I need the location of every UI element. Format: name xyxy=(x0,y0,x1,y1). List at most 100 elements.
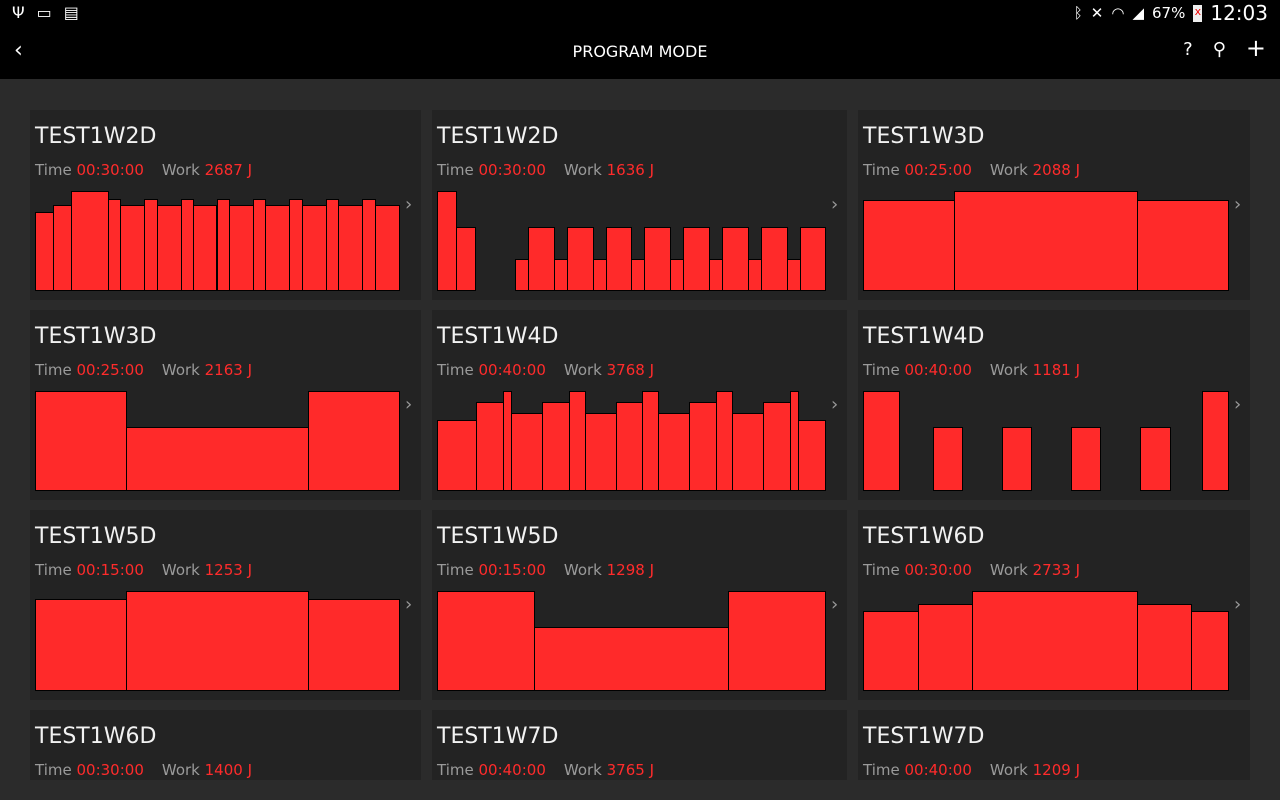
help-button[interactable]: ? xyxy=(1183,39,1193,60)
work-label: Work xyxy=(989,361,1028,379)
program-name: TEST1W7D xyxy=(863,724,985,749)
sim-off-icon: ▤ xyxy=(63,3,79,22)
program-name: TEST1W3D xyxy=(35,324,157,349)
profile-bar xyxy=(605,227,633,291)
profile-bar xyxy=(375,205,400,291)
program-card[interactable]: TEST1W3D Time 00:25:00 Work 2088 J › xyxy=(858,110,1250,300)
chevron-right-icon[interactable]: › xyxy=(831,394,839,415)
profile-bar xyxy=(670,259,685,291)
program-card[interactable]: TEST1W2D Time 00:30:00 Work 2687 J › xyxy=(30,110,421,300)
program-card[interactable]: TEST1W6D Time 00:30:00 Work 1400 J xyxy=(30,710,421,780)
time-value: 00:40:00 xyxy=(478,761,546,779)
profile-bar xyxy=(541,402,570,491)
profile-bar xyxy=(156,205,182,291)
profile-bar xyxy=(229,205,255,291)
program-card[interactable]: TEST1W7D Time 00:40:00 Work 1209 J xyxy=(858,710,1250,780)
wifi-icon: ◠ xyxy=(1111,4,1125,22)
program-name: TEST1W2D xyxy=(437,124,559,149)
time-value: 00:15:00 xyxy=(478,561,546,579)
profile-bar xyxy=(722,227,750,291)
profile-bar xyxy=(338,205,364,291)
signal-icon: ◢ xyxy=(1132,4,1145,22)
program-grid: TEST1W2D Time 00:30:00 Work 2687 J › TEST1… xyxy=(0,110,1280,780)
profile-bar xyxy=(308,599,400,691)
program-card[interactable]: TEST1W5D Time 00:15:00 Work 1298 J › xyxy=(432,510,847,700)
profile-bar xyxy=(642,391,660,491)
add-button[interactable]: + xyxy=(1245,34,1266,62)
search-icon[interactable]: ⚲ xyxy=(1212,39,1226,60)
program-meta: Time 00:30:00 Work 2733 J xyxy=(863,561,1080,579)
profile-bar xyxy=(568,391,586,491)
profile-bar xyxy=(631,259,646,291)
battery-icon: x xyxy=(1193,4,1203,22)
profile-bar xyxy=(553,259,568,291)
time-value: 00:30:00 xyxy=(76,161,144,179)
work-value: 3768 J xyxy=(606,361,655,379)
profile-bar xyxy=(1137,604,1192,691)
program-card[interactable]: TEST1W6D Time 00:30:00 Work 2733 J › xyxy=(858,510,1250,700)
work-label: Work xyxy=(989,161,1028,179)
program-profile-chart xyxy=(863,591,1229,691)
program-card[interactable]: TEST1W4D Time 00:40:00 Work 3768 J › xyxy=(432,310,847,500)
chevron-right-icon[interactable]: › xyxy=(405,394,413,415)
program-name: TEST1W7D xyxy=(437,724,559,749)
usb-icon: Ψ xyxy=(12,3,25,22)
program-card[interactable]: TEST1W3D Time 00:25:00 Work 2163 J › xyxy=(30,310,421,500)
profile-bar xyxy=(972,591,1138,691)
profile-bar xyxy=(689,402,718,491)
bluetooth-icon: ᛒ xyxy=(1073,4,1083,22)
time-value: 00:30:00 xyxy=(478,161,546,179)
program-card[interactable]: TEST1W2D Time 00:30:00 Work 1636 J › xyxy=(432,110,847,300)
program-profile-chart xyxy=(437,591,826,691)
chevron-right-icon[interactable]: › xyxy=(405,594,413,615)
work-value: 2687 J xyxy=(204,161,253,179)
chevron-right-icon[interactable]: › xyxy=(1234,594,1242,615)
profile-bar xyxy=(763,402,792,491)
profile-bar xyxy=(437,420,477,491)
profile-bar xyxy=(125,591,310,691)
time-label: Time xyxy=(863,161,900,179)
time-value: 00:25:00 xyxy=(904,161,972,179)
profile-bar xyxy=(918,604,973,691)
time-value: 00:25:00 xyxy=(76,361,144,379)
program-meta: Time 00:25:00 Work 2088 J xyxy=(863,161,1080,179)
program-name: TEST1W6D xyxy=(35,724,157,749)
work-label: Work xyxy=(161,161,200,179)
profile-bar xyxy=(265,205,291,291)
work-value: 1400 J xyxy=(204,761,253,779)
chevron-right-icon[interactable]: › xyxy=(831,594,839,615)
program-card[interactable]: TEST1W7D Time 00:40:00 Work 3765 J xyxy=(432,710,847,780)
program-name: TEST1W3D xyxy=(863,124,985,149)
program-name: TEST1W5D xyxy=(35,524,157,549)
time-label: Time xyxy=(437,161,474,179)
chevron-right-icon[interactable]: › xyxy=(1234,394,1242,415)
profile-bar xyxy=(455,227,476,291)
program-card[interactable]: TEST1W4D Time 00:40:00 Work 1181 J › xyxy=(858,310,1250,500)
chevron-left-icon[interactable]: ‹ xyxy=(14,38,23,63)
program-name: TEST1W4D xyxy=(863,324,985,349)
program-card[interactable]: TEST1W5D Time 00:15:00 Work 1253 J › xyxy=(30,510,421,700)
profile-bar xyxy=(192,205,218,291)
program-profile-chart xyxy=(35,391,400,491)
chevron-right-icon[interactable]: › xyxy=(1234,194,1242,215)
profile-bar xyxy=(125,427,310,491)
program-meta: Time 00:40:00 Work 3768 J xyxy=(437,361,654,379)
program-meta: Time 00:40:00 Work 3765 J xyxy=(437,761,654,779)
program-meta: Time 00:15:00 Work 1298 J xyxy=(437,561,654,579)
work-value: 1636 J xyxy=(606,161,655,179)
profile-bar xyxy=(658,413,691,491)
work-label: Work xyxy=(161,761,200,779)
time-label: Time xyxy=(35,561,72,579)
program-meta: Time 00:40:00 Work 1209 J xyxy=(863,761,1080,779)
battery-percent: 67% xyxy=(1152,4,1186,22)
work-label: Work xyxy=(989,761,1028,779)
profile-bar xyxy=(308,391,400,491)
program-profile-chart xyxy=(863,391,1229,491)
program-meta: Time 00:30:00 Work 2687 J xyxy=(35,161,252,179)
work-label: Work xyxy=(563,761,602,779)
time-label: Time xyxy=(863,761,900,779)
program-meta: Time 00:30:00 Work 1636 J xyxy=(437,161,654,179)
work-label: Work xyxy=(563,161,602,179)
chevron-right-icon[interactable]: › xyxy=(831,194,839,215)
chevron-right-icon[interactable]: › xyxy=(405,194,413,215)
